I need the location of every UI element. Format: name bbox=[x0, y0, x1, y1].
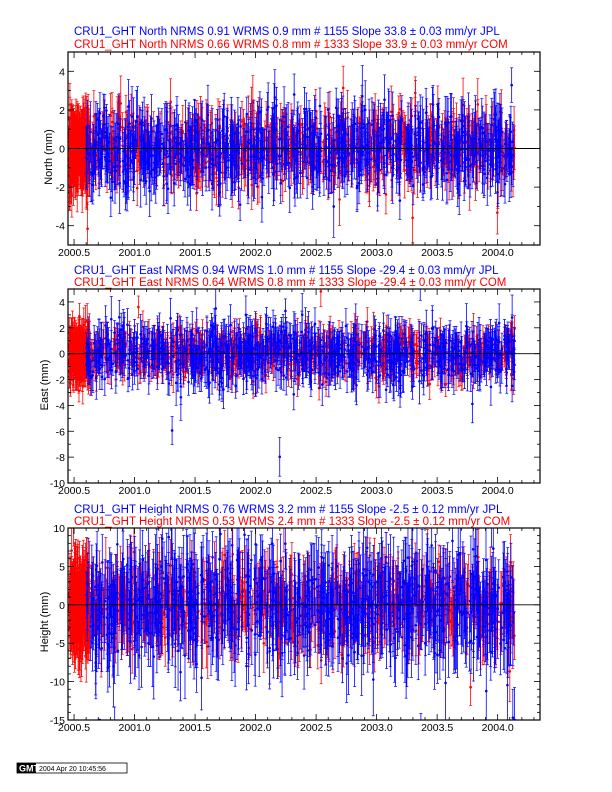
data-point bbox=[89, 130, 92, 134]
data-point bbox=[371, 165, 375, 169]
data-point bbox=[74, 176, 78, 180]
data-point bbox=[338, 198, 341, 201]
data-point bbox=[127, 105, 130, 108]
panel-north-title-com: CRU1_GHT North NRMS 0.66 WRMS 0.8 mm # 1… bbox=[74, 39, 508, 51]
data-point bbox=[397, 111, 401, 115]
data-point bbox=[109, 114, 112, 117]
data-point bbox=[258, 110, 262, 114]
series-jpl-north bbox=[84, 65, 515, 238]
data-point bbox=[109, 196, 113, 199]
data-point bbox=[174, 162, 178, 166]
data-point bbox=[141, 157, 144, 161]
data-point bbox=[124, 110, 128, 114]
data-point bbox=[341, 86, 345, 90]
data-point bbox=[357, 150, 360, 154]
data-point bbox=[426, 144, 430, 147]
data-point bbox=[469, 136, 473, 140]
data-point bbox=[471, 131, 475, 134]
data-point bbox=[115, 135, 119, 139]
data-point bbox=[71, 127, 75, 131]
data-point bbox=[389, 110, 393, 114]
data-point bbox=[111, 180, 114, 184]
data-point bbox=[245, 112, 249, 116]
data-point bbox=[221, 171, 224, 175]
data-point bbox=[369, 158, 373, 161]
data-point bbox=[311, 125, 314, 128]
data-point bbox=[398, 108, 402, 111]
data-point bbox=[135, 186, 139, 190]
data-point bbox=[496, 172, 500, 176]
data-point bbox=[413, 91, 417, 95]
data-point bbox=[216, 139, 219, 142]
data-point bbox=[74, 138, 77, 142]
data-point bbox=[411, 216, 414, 220]
data-point bbox=[240, 162, 243, 165]
data-point bbox=[484, 159, 488, 163]
data-point bbox=[215, 176, 218, 180]
data-point bbox=[331, 145, 335, 149]
data-point bbox=[239, 159, 243, 162]
data-point bbox=[403, 142, 407, 146]
data-point bbox=[241, 157, 245, 161]
data-point bbox=[288, 156, 292, 159]
data-point bbox=[82, 112, 86, 115]
data-point bbox=[81, 142, 84, 146]
data-point bbox=[247, 116, 250, 119]
data-point bbox=[290, 141, 294, 144]
data-point bbox=[504, 142, 507, 146]
panel-north-title-jpl: CRU1_GHT North NRMS 0.91 WRMS 0.9 mm # 1… bbox=[74, 26, 500, 38]
data-point bbox=[69, 155, 73, 158]
data-point bbox=[238, 203, 242, 206]
data-point bbox=[112, 129, 115, 133]
panel-north-ylabel: North (mm) bbox=[43, 129, 55, 185]
data-point bbox=[496, 211, 499, 214]
panel-north-marks bbox=[68, 65, 517, 245]
data-point bbox=[210, 121, 214, 125]
data-point bbox=[110, 110, 114, 114]
data-point bbox=[112, 137, 116, 141]
data-point bbox=[75, 135, 79, 138]
data-point bbox=[71, 167, 75, 170]
data-point bbox=[260, 195, 264, 199]
panel-north: CRU1_GHT North NRMS 0.91 WRMS 0.9 mm # 1… bbox=[43, 26, 541, 259]
data-point bbox=[68, 163, 72, 167]
data-point bbox=[391, 174, 394, 177]
data-point bbox=[250, 183, 254, 187]
data-point bbox=[270, 160, 274, 164]
data-point bbox=[383, 98, 386, 101]
data-point bbox=[307, 127, 311, 130]
data-point bbox=[488, 138, 492, 141]
data-point bbox=[398, 199, 402, 202]
data-point bbox=[447, 171, 451, 174]
data-point bbox=[79, 145, 82, 148]
data-point bbox=[227, 159, 230, 162]
data-point bbox=[299, 123, 303, 127]
data-point bbox=[403, 168, 407, 172]
data-point bbox=[286, 125, 290, 129]
data-point bbox=[86, 227, 89, 230]
data-point bbox=[169, 100, 172, 104]
data-point bbox=[412, 168, 416, 172]
data-point bbox=[72, 133, 76, 136]
data-point bbox=[298, 129, 301, 132]
